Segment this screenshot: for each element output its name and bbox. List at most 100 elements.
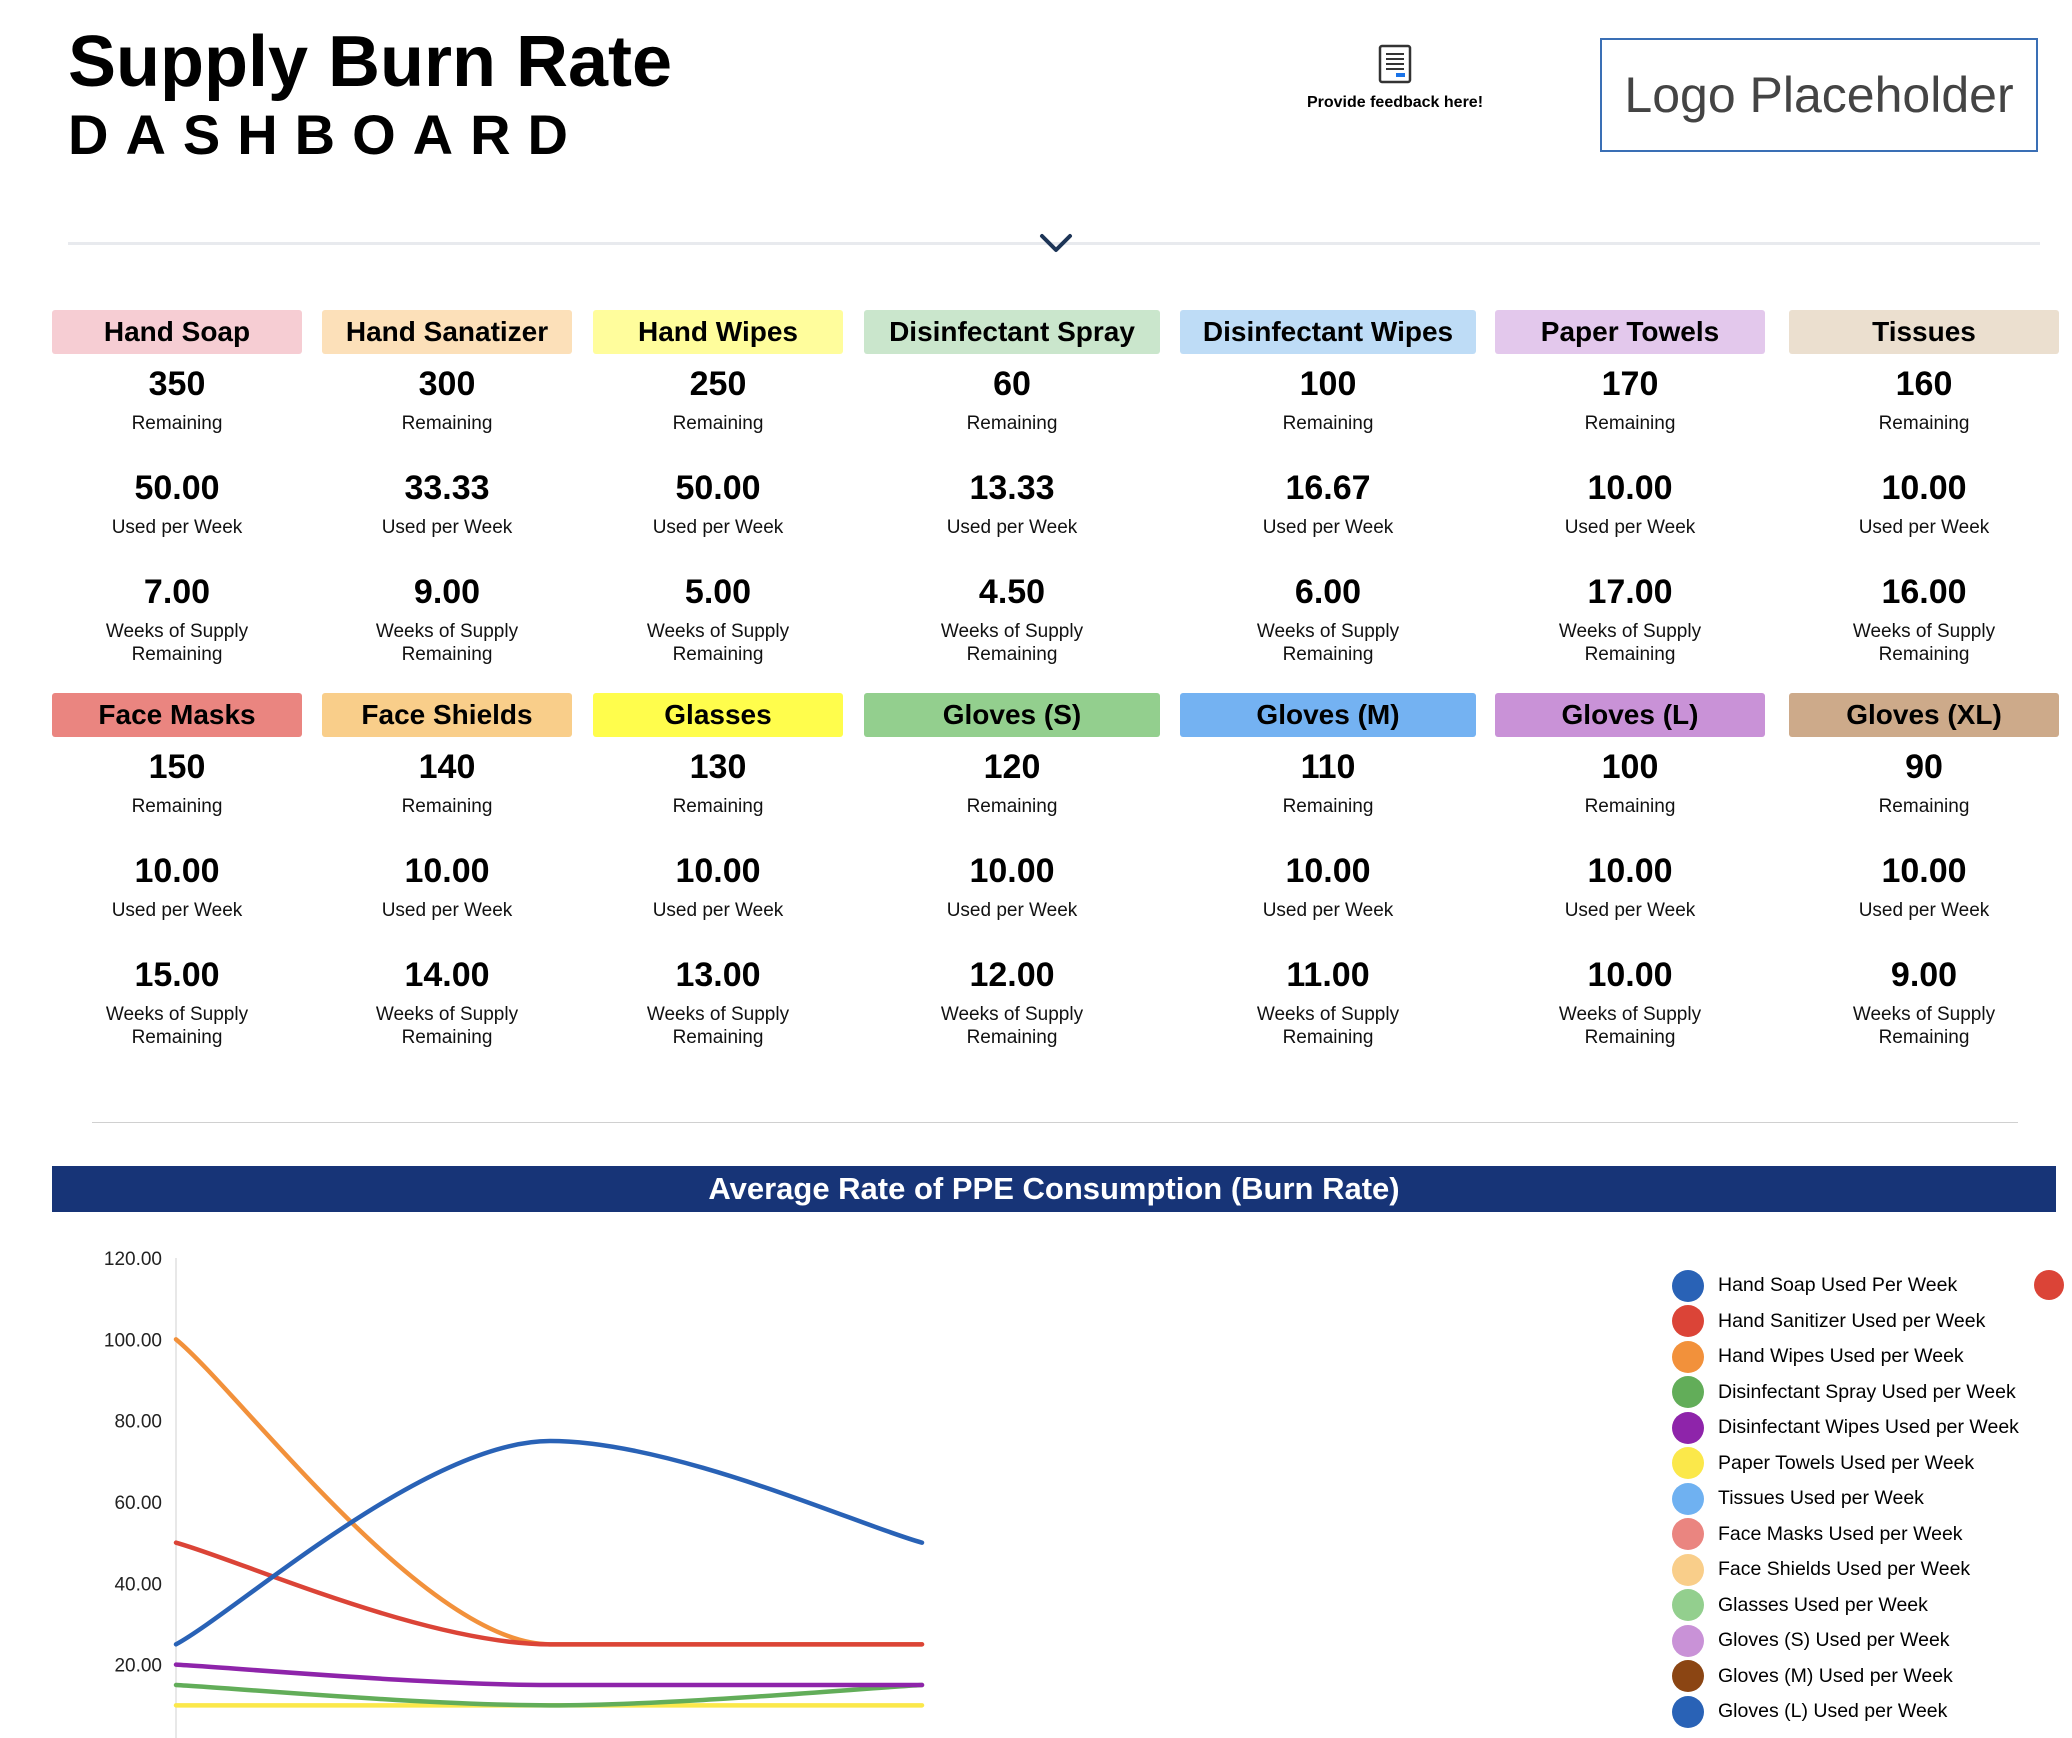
series-line[interactable] [173, 1662, 925, 1688]
weeks-of-supply-label-line: Weeks of Supply [646, 1004, 790, 1025]
legend-item[interactable]: Gloves (M) Used per Week [1672, 1659, 2072, 1695]
remaining-count-value: 300 [418, 365, 476, 403]
weeks-of-supply-stat: 4.50 Weeks of Supply Remaining [864, 572, 1160, 666]
section-divider [92, 1122, 2018, 1123]
used-per-week-value: 50.00 [134, 469, 220, 507]
weeks-of-supply-label: Weeks of Supply Remaining [1495, 1003, 1765, 1049]
legend-item[interactable]: Disinfectant Wipes Used per Week [1672, 1410, 2072, 1446]
used-per-week-label: Used per Week [864, 899, 1160, 922]
series-line[interactable] [173, 1337, 925, 1647]
used-per-week-label-line: Used per Week [111, 517, 243, 538]
supply-card: Glasses 130 Remaining 10.00 Used per Week 13.… [593, 693, 843, 1049]
weeks-of-supply-label: Weeks of Supply Remaining [1180, 1003, 1476, 1049]
remaining-count-label: Remaining [864, 412, 1160, 435]
weeks-of-supply-stat: 14.00 Weeks of Supply Remaining [322, 955, 572, 1049]
remaining-count-stat: 170 Remaining [1495, 364, 1765, 458]
used-per-week-stat: 10.00 Used per Week [1789, 851, 2059, 945]
series-line[interactable] [173, 1438, 925, 1647]
series-line[interactable] [173, 1540, 925, 1647]
weeks-of-supply-label: Weeks of Supply Remaining [52, 1003, 302, 1049]
used-per-week-label-line: Used per Week [1858, 900, 1990, 921]
remaining-count-label-line: Remaining [966, 796, 1058, 817]
weeks-of-supply-label-line: Weeks of Supply [1256, 1004, 1400, 1025]
remaining-count-value: 90 [1905, 748, 1943, 786]
legend-label: Tissues Used per Week [1718, 1487, 1924, 1510]
weeks-of-supply-value: 4.50 [978, 573, 1046, 611]
used-per-week-stat: 16.67 Used per Week [1180, 468, 1476, 562]
used-per-week-label-line: Used per Week [1564, 900, 1696, 921]
legend-color-swatch [1672, 1411, 1704, 1444]
legend-item[interactable]: Hand Soap Used Per Week [1672, 1268, 2072, 1304]
remaining-count-label: Remaining [1180, 412, 1476, 435]
legend-color-swatch [1672, 1376, 1704, 1409]
weeks-of-supply-label-line: Weeks of Supply [1852, 1004, 1996, 1025]
supply-card: Hand Wipes 250 Remaining 50.00 Used per Week… [593, 310, 843, 666]
remaining-count-label-line: Remaining [1584, 413, 1676, 434]
remaining-count-stat: 160 Remaining [1789, 364, 2059, 458]
legend-item[interactable]: Tissues Used per Week [1672, 1481, 2072, 1517]
weeks-of-supply-label-line: Remaining [401, 1027, 493, 1048]
y-tick-label: 40.00 [114, 1574, 162, 1595]
weeks-of-supply-stat: 16.00 Weeks of Supply Remaining [1789, 572, 2059, 666]
weeks-of-supply-value: 12.00 [969, 956, 1055, 994]
weeks-of-supply-stat: 17.00 Weeks of Supply Remaining [1495, 572, 1765, 666]
remaining-count-label-line: Remaining [966, 413, 1058, 434]
weeks-of-supply-label: Weeks of Supply Remaining [322, 620, 572, 666]
weeks-of-supply-label-line: Weeks of Supply [940, 621, 1084, 642]
used-per-week-value: 10.00 [1587, 852, 1673, 890]
remaining-count-value: 170 [1601, 365, 1659, 403]
supply-card: Tissues 160 Remaining 10.00 Used per Week 16.… [1789, 310, 2059, 666]
legend-item[interactable]: Face Masks Used per Week [1672, 1517, 2072, 1553]
weeks-of-supply-label-line: Remaining [966, 1027, 1058, 1048]
supply-card-header: Disinfectant Wipes [1180, 310, 1476, 354]
legend-label: Face Masks Used per Week [1718, 1522, 1963, 1545]
used-per-week-value: 10.00 [969, 852, 1055, 890]
used-per-week-value: 16.67 [1285, 469, 1371, 507]
weeks-of-supply-label-line: Weeks of Supply [105, 621, 249, 642]
legend-item[interactable]: Hand Wipes Used per Week [1672, 1339, 2072, 1375]
weeks-of-supply-label-line: Remaining [131, 1027, 223, 1048]
used-per-week-label: Used per Week [1180, 899, 1476, 922]
series-line[interactable] [173, 1682, 925, 1708]
weeks-of-supply-label-line: Weeks of Supply [375, 1004, 519, 1025]
used-per-week-value: 13.33 [969, 469, 1055, 507]
legend-scroll-indicator[interactable] [2034, 1270, 2064, 1300]
remaining-count-value: 140 [418, 748, 476, 786]
remaining-count-stat: 140 Remaining [322, 747, 572, 841]
weeks-of-supply-label-line: Remaining [1584, 1027, 1676, 1048]
remaining-count-label-line: Remaining [672, 796, 764, 817]
y-tick-label: 120.00 [104, 1249, 162, 1270]
supply-card-header: Gloves (M) [1180, 693, 1476, 737]
remaining-count-label-line: Remaining [1878, 796, 1970, 817]
remaining-count-stat: 130 Remaining [593, 747, 843, 841]
remaining-count-label: Remaining [1789, 412, 2059, 435]
feedback-link[interactable]: Provide feedback here! [1290, 44, 1500, 112]
remaining-count-stat: 110 Remaining [1180, 747, 1476, 841]
used-per-week-label-line: Used per Week [652, 900, 784, 921]
legend-item[interactable]: Paper Towels Used per Week [1672, 1446, 2072, 1482]
legend-item[interactable]: Face Shields Used per Week [1672, 1552, 2072, 1588]
legend-item[interactable]: Hand Sanitizer Used per Week [1672, 1304, 2072, 1340]
legend-color-swatch [1672, 1482, 1704, 1515]
used-per-week-label: Used per Week [593, 899, 843, 922]
legend-item[interactable]: Glasses Used per Week [1672, 1588, 2072, 1624]
remaining-count-label-line: Remaining [1282, 796, 1374, 817]
weeks-of-supply-stat: 6.00 Weeks of Supply Remaining [1180, 572, 1476, 666]
supply-card-header: Hand Soap [52, 310, 302, 354]
feedback-label[interactable]: Provide feedback here! [1306, 94, 1484, 111]
legend-item[interactable]: Gloves (S) Used per Week [1672, 1623, 2072, 1659]
remaining-count-stat: 150 Remaining [52, 747, 302, 841]
legend-item[interactable]: Disinfectant Spray Used per Week [1672, 1375, 2072, 1411]
weeks-of-supply-label: Weeks of Supply Remaining [864, 1003, 1160, 1049]
supply-card: Gloves (M) 110 Remaining 10.00 Used per Week… [1180, 693, 1476, 1049]
remaining-count-stat: 90 Remaining [1789, 747, 2059, 841]
legend-item[interactable]: Gloves (L) Used per Week [1672, 1694, 2072, 1730]
used-per-week-stat: 10.00 Used per Week [52, 851, 302, 945]
remaining-count-label-line: Remaining [131, 413, 223, 434]
used-per-week-label-line: Used per Week [652, 517, 784, 538]
used-per-week-value: 33.33 [404, 469, 490, 507]
weeks-of-supply-stat: 13.00 Weeks of Supply Remaining [593, 955, 843, 1049]
used-per-week-label: Used per Week [322, 899, 572, 922]
chevron-down-icon[interactable] [1038, 230, 1074, 256]
weeks-of-supply-label: Weeks of Supply Remaining [864, 620, 1160, 666]
